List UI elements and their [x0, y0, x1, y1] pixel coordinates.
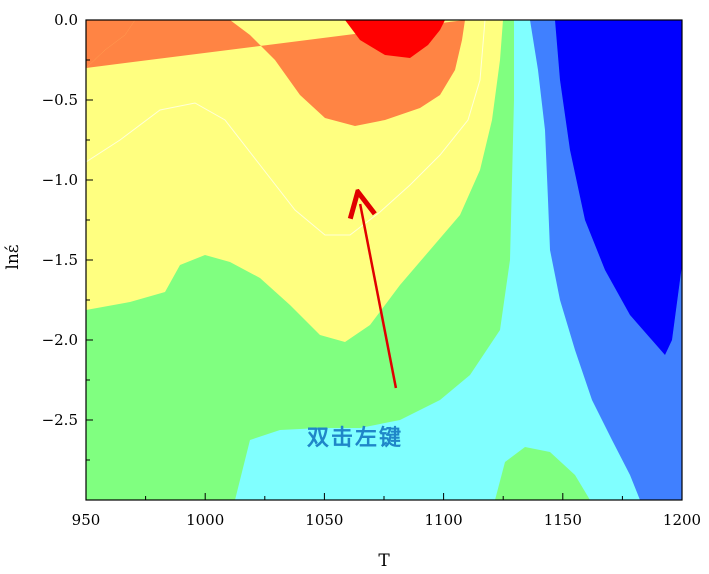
- x-axis-ticks: 950 1000 1050 1100 1150 1200: [72, 493, 701, 529]
- y-tick-label: −1.5: [42, 251, 78, 269]
- x-tick-label: 950: [72, 511, 101, 529]
- y-tick-label: −2.0: [42, 331, 78, 349]
- x-tick-label: 1000: [186, 511, 224, 529]
- x-tick-label: 1050: [305, 511, 343, 529]
- x-tick-label: 1150: [544, 511, 582, 529]
- region-level-1-white-gap: [86, 20, 135, 68]
- x-tick-label: 1200: [663, 511, 701, 529]
- y-tick-label: −1.0: [42, 171, 78, 189]
- y-axis-ticks: 0.0 −0.5 −1.0 −1.5 −2.0 −2.5: [42, 11, 93, 461]
- annotation-arrow: [360, 204, 398, 389]
- x-axis-label: T: [378, 551, 390, 571]
- y-tick-label: 0.0: [54, 11, 78, 29]
- region-level-6: [555, 20, 682, 355]
- annotation-text: 双击左键: [307, 425, 403, 451]
- x-tick-label: 1100: [425, 511, 463, 529]
- region-level-0: [345, 20, 445, 58]
- contour-line-white: [86, 20, 486, 236]
- contour-fill-regions: [86, 20, 682, 500]
- y-axis-label: lnέ: [3, 244, 23, 269]
- region-level-3-island: [495, 447, 590, 500]
- y-tick-label: −0.5: [42, 91, 78, 109]
- region-level-1: [86, 20, 465, 126]
- y-tick-label: −2.5: [42, 411, 78, 429]
